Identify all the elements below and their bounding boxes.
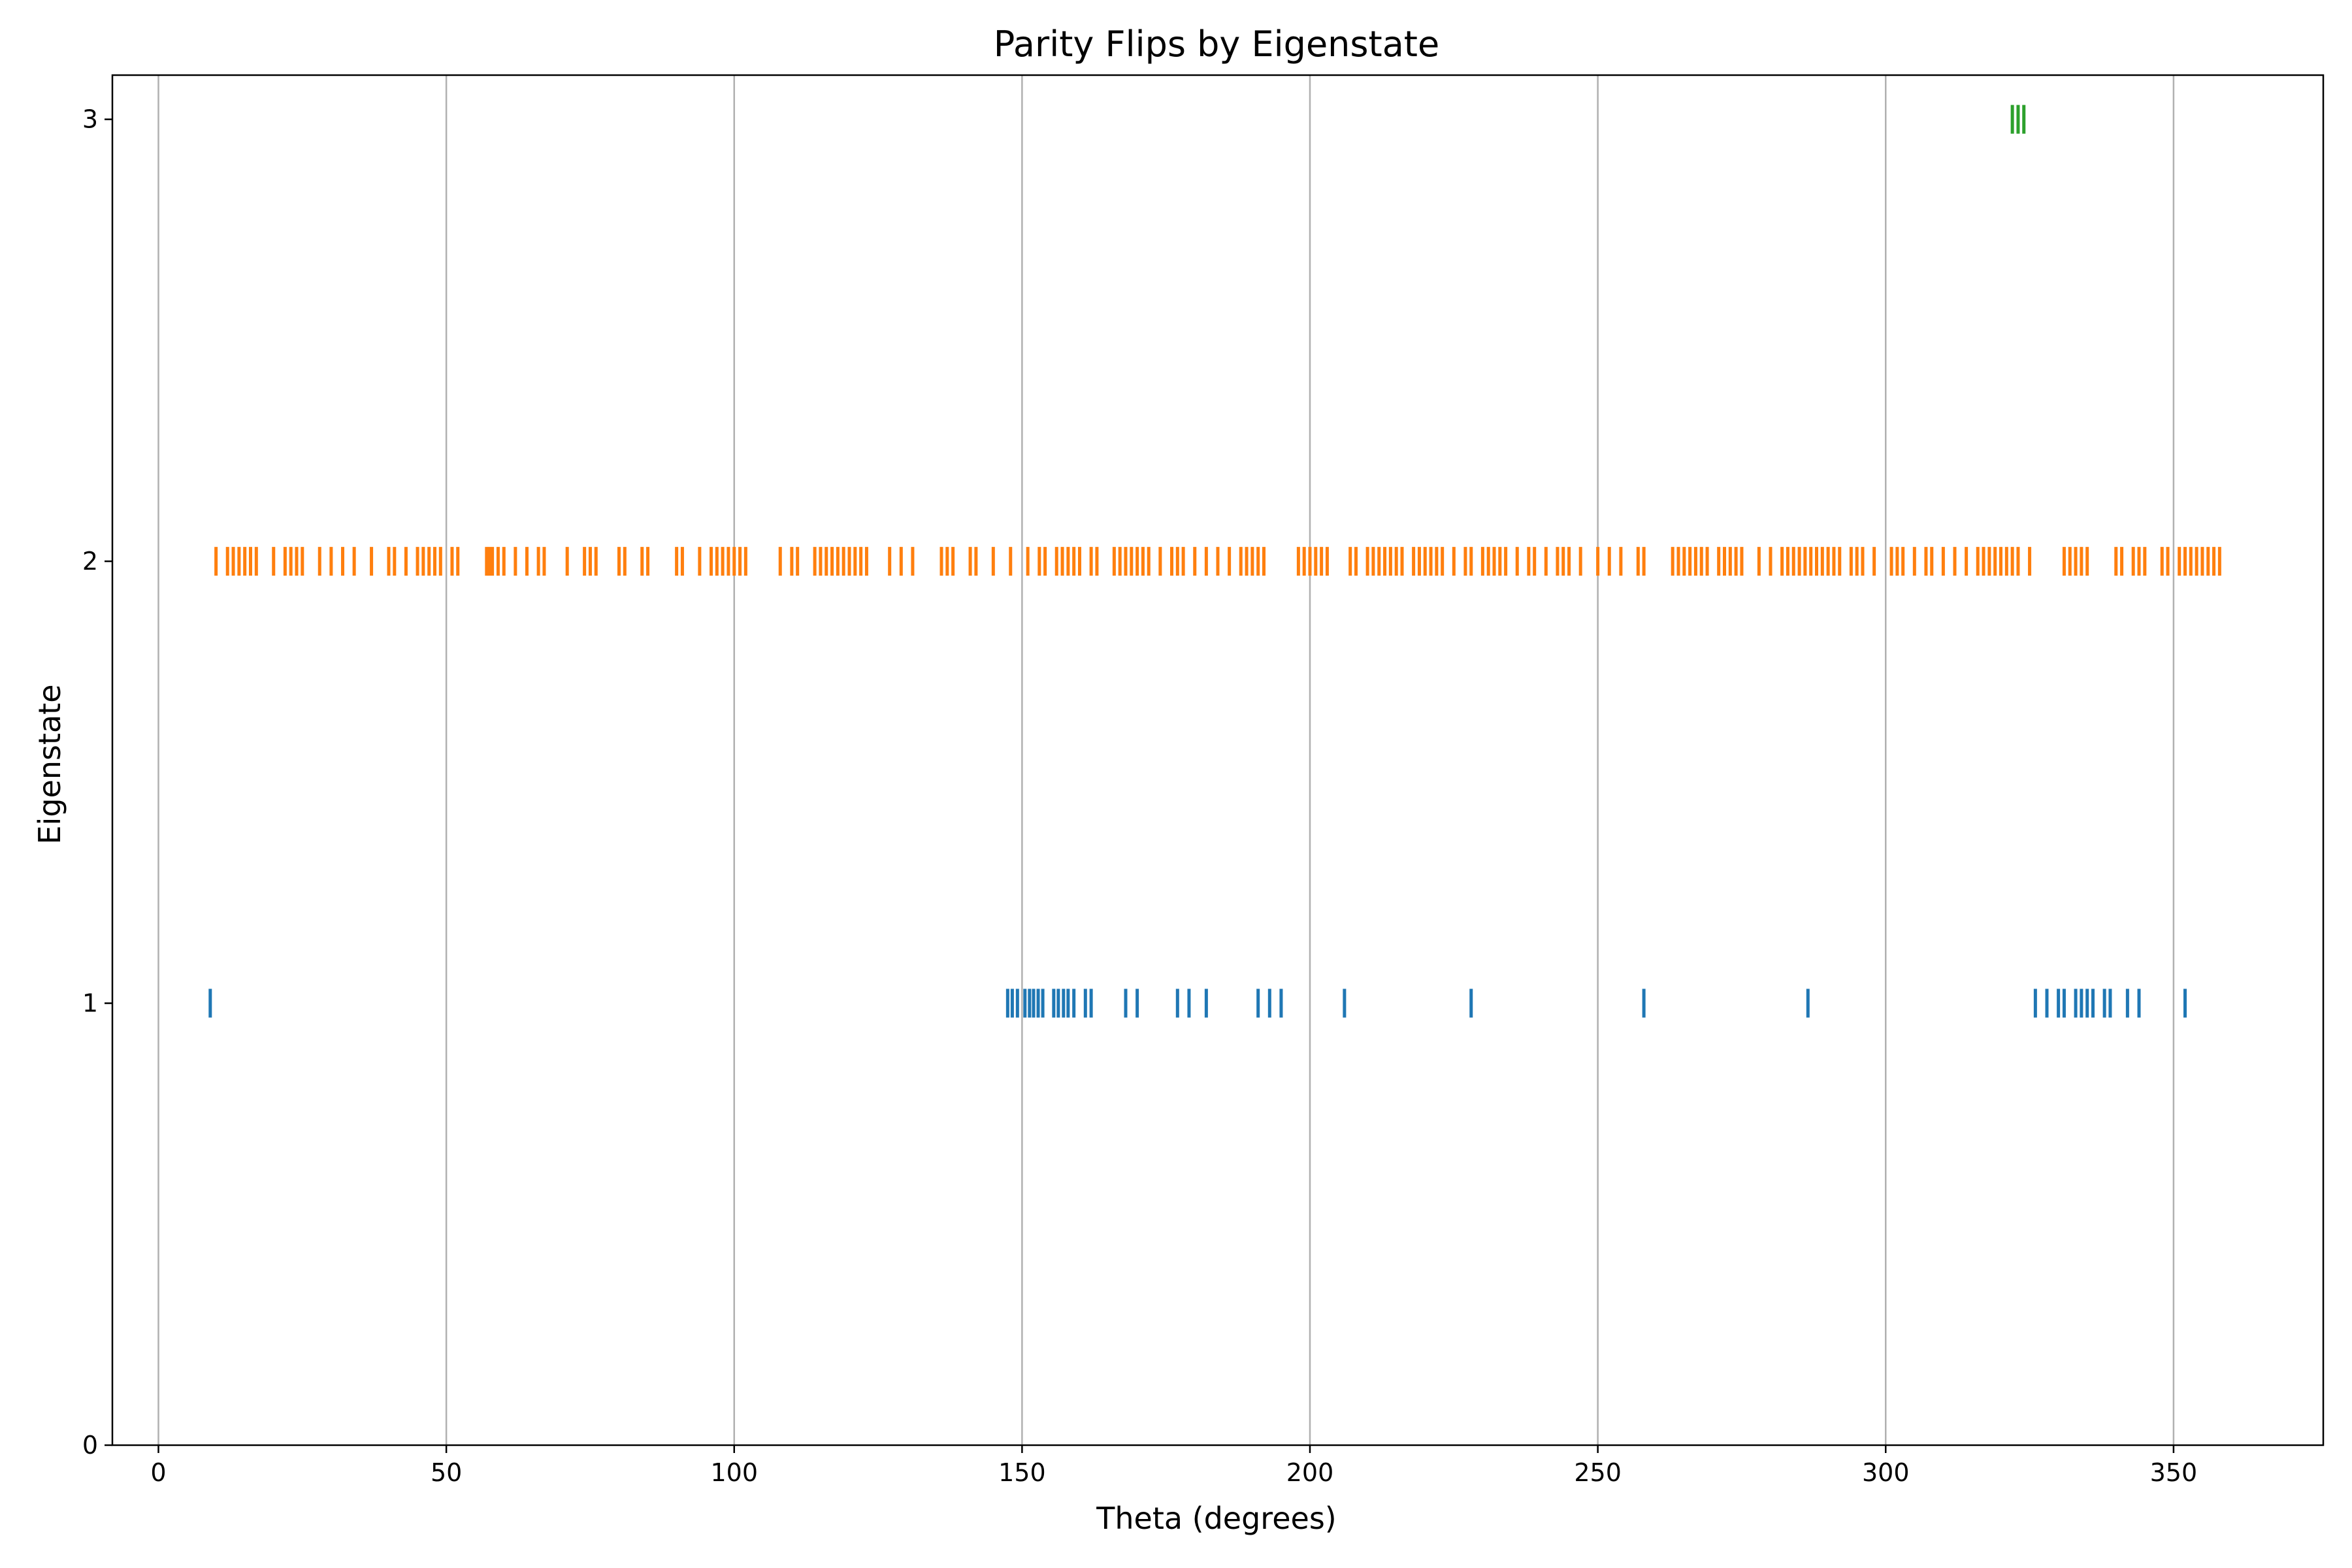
y-tick-label: 2 (82, 547, 98, 576)
gridlines (157, 75, 2175, 1445)
x-tick-label: 0 (150, 1458, 166, 1487)
x-tick-label: 100 (710, 1458, 758, 1487)
x-tick-label: 200 (1286, 1458, 1334, 1487)
plot-marks (208, 105, 2221, 1018)
series-eigenstate-2 (214, 547, 2221, 576)
x-tick-label: 150 (998, 1458, 1046, 1487)
y-tick-label: 0 (82, 1431, 98, 1460)
plot-frame (111, 74, 2325, 1446)
x-tick-label: 50 (431, 1458, 462, 1487)
series-eigenstate-1 (208, 988, 2187, 1018)
y-tick-label: 1 (82, 989, 98, 1018)
series-eigenstate-3 (2010, 105, 2026, 134)
x-tick-label: 250 (1574, 1458, 1622, 1487)
x-axis-label: Theta (degrees) (1096, 1501, 1336, 1536)
y-tick-label: 3 (82, 105, 98, 134)
x-tick-label: 300 (1862, 1458, 1910, 1487)
x-tick-label: 350 (2150, 1458, 2198, 1487)
y-axis-label: Eigenstate (32, 684, 67, 844)
axis-ticks: 0 50 100 150 200 250 300 350 0 1 2 3 (82, 105, 2197, 1487)
chart-title: Parity Flips by Eigenstate (994, 24, 1439, 65)
